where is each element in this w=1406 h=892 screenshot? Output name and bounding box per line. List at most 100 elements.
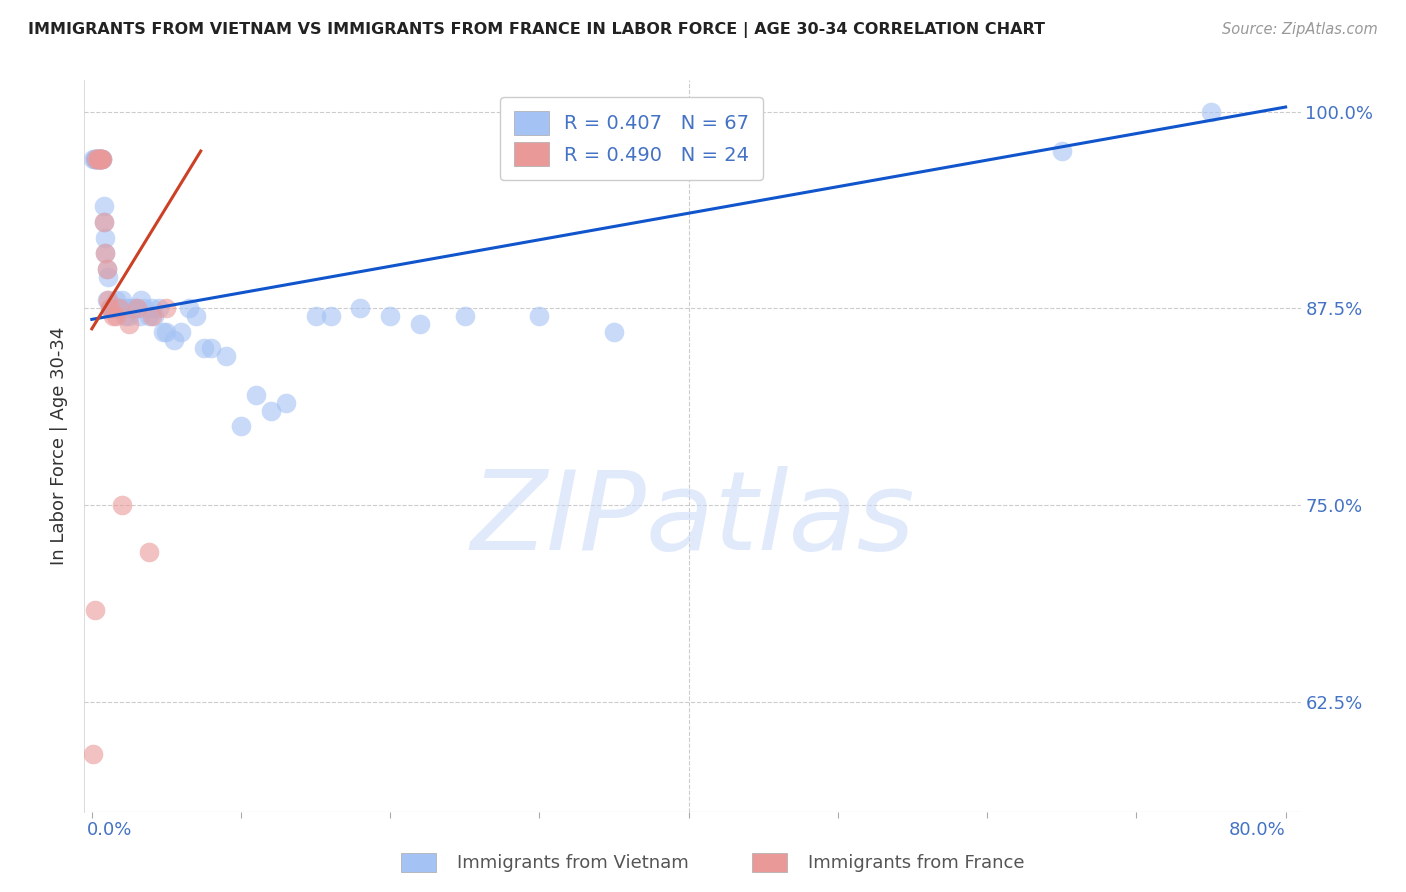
Point	[122, 301, 145, 316]
Point	[152, 325, 174, 339]
Point	[319, 310, 342, 324]
Point	[97, 293, 120, 308]
Point	[155, 301, 177, 316]
Point	[93, 199, 115, 213]
Point	[89, 152, 111, 166]
Point	[111, 498, 134, 512]
Point	[177, 301, 200, 316]
Point	[186, 310, 208, 324]
Point	[94, 246, 117, 260]
Point	[1199, 104, 1222, 119]
Point	[129, 293, 152, 308]
Point	[82, 152, 104, 166]
Point	[107, 301, 129, 316]
Point	[90, 152, 112, 166]
Point	[380, 310, 402, 324]
Point	[170, 325, 193, 339]
Point	[118, 301, 141, 316]
Point	[245, 388, 267, 402]
Point	[89, 152, 111, 166]
Point	[454, 310, 477, 324]
Point	[104, 310, 127, 324]
Point	[91, 152, 114, 166]
Point	[1050, 144, 1073, 158]
Text: 80.0%: 80.0%	[1229, 822, 1285, 839]
Text: Immigrants from France: Immigrants from France	[808, 854, 1025, 871]
Point	[84, 152, 107, 166]
Point	[101, 301, 124, 316]
Point	[229, 419, 252, 434]
Point	[143, 310, 166, 324]
Point	[96, 262, 118, 277]
Point	[98, 301, 121, 316]
Text: Immigrants from Vietnam: Immigrants from Vietnam	[457, 854, 689, 871]
Point	[155, 325, 177, 339]
Point	[349, 301, 371, 316]
Point	[90, 152, 112, 166]
Point	[89, 152, 111, 166]
Point	[409, 317, 432, 331]
Text: IMMIGRANTS FROM VIETNAM VS IMMIGRANTS FROM FRANCE IN LABOR FORCE | AGE 30-34 COR: IMMIGRANTS FROM VIETNAM VS IMMIGRANTS FR…	[28, 22, 1045, 38]
Point	[83, 152, 105, 166]
Point	[141, 301, 163, 316]
Point	[101, 310, 124, 324]
Point	[138, 545, 160, 559]
Point	[111, 293, 134, 308]
Point	[87, 152, 110, 166]
Point	[118, 310, 141, 324]
Point	[215, 349, 238, 363]
Point	[90, 152, 112, 166]
Point	[603, 325, 626, 339]
Legend: R = 0.407   N = 67, R = 0.490   N = 24: R = 0.407 N = 67, R = 0.490 N = 24	[501, 97, 763, 180]
Point	[82, 747, 104, 761]
Text: 0.0%: 0.0%	[87, 822, 132, 839]
Point	[163, 333, 186, 347]
Point	[103, 301, 125, 316]
Point	[305, 310, 328, 324]
Point	[94, 246, 117, 260]
Point	[89, 152, 111, 166]
Point	[83, 152, 105, 166]
Point	[96, 293, 118, 308]
Point	[104, 293, 127, 308]
Point	[97, 269, 120, 284]
Point	[274, 396, 297, 410]
Point	[115, 301, 138, 316]
Point	[141, 310, 163, 324]
Point	[128, 310, 150, 324]
Point	[91, 152, 114, 166]
Point	[93, 215, 115, 229]
Point	[118, 317, 141, 331]
Point	[121, 301, 143, 316]
Point	[84, 152, 107, 166]
Point	[132, 301, 155, 316]
Point	[125, 301, 148, 316]
Y-axis label: In Labor Force | Age 30-34: In Labor Force | Age 30-34	[51, 326, 69, 566]
Point	[94, 230, 117, 244]
Point	[90, 152, 112, 166]
Point	[84, 152, 107, 166]
Point	[98, 301, 121, 316]
Point	[107, 301, 129, 316]
Point	[96, 262, 118, 277]
Text: ZIPatlas: ZIPatlas	[470, 466, 915, 573]
Point	[114, 310, 136, 324]
Point	[90, 152, 112, 166]
Point	[93, 215, 115, 229]
Point	[87, 152, 110, 166]
Point	[193, 341, 215, 355]
Point	[125, 301, 148, 316]
Point	[148, 301, 170, 316]
Text: Source: ZipAtlas.com: Source: ZipAtlas.com	[1222, 22, 1378, 37]
Point	[84, 152, 107, 166]
Point	[105, 301, 128, 316]
Point	[91, 152, 114, 166]
Point	[89, 152, 111, 166]
Point	[87, 152, 110, 166]
Point	[83, 603, 105, 617]
Point	[529, 310, 551, 324]
Point	[260, 403, 283, 417]
Point	[100, 301, 122, 316]
Point	[138, 310, 160, 324]
Point	[200, 341, 222, 355]
